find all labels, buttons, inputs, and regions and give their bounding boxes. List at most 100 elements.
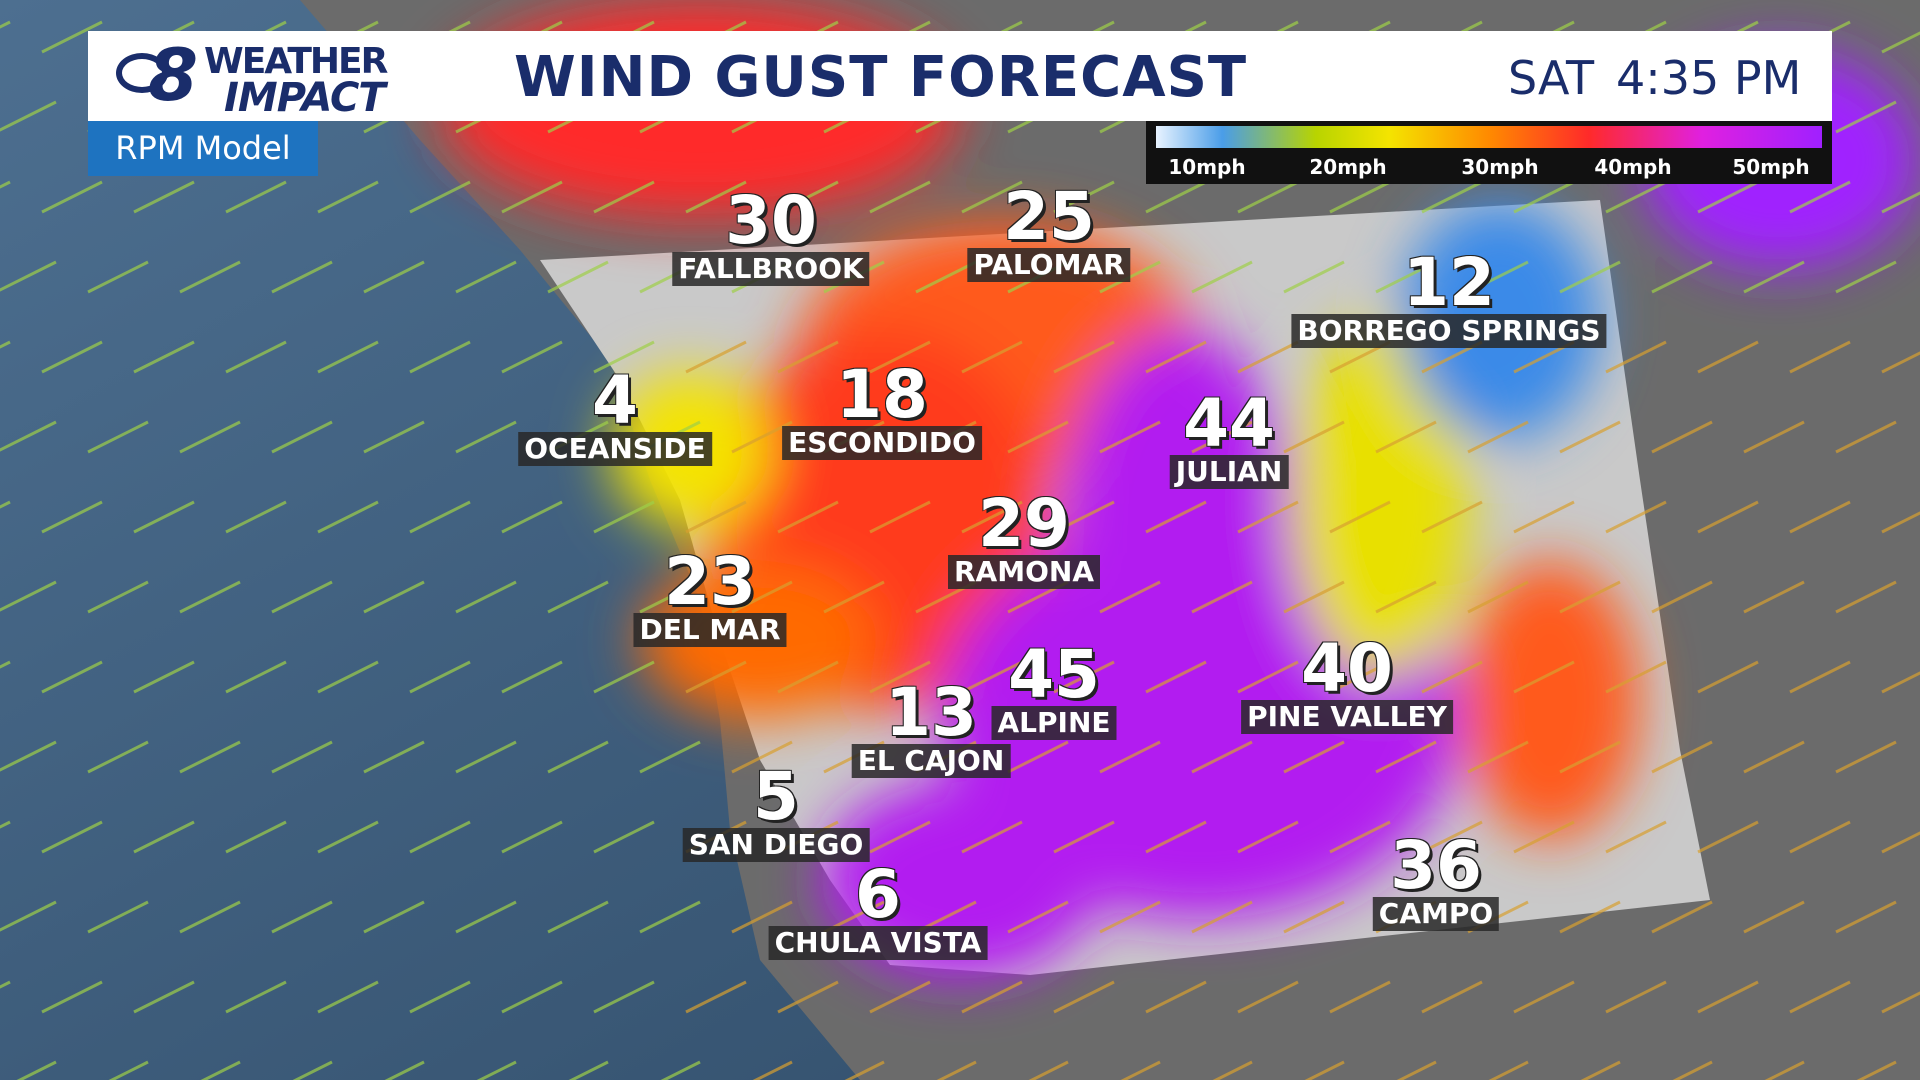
wind-arrow [363,260,425,294]
wind-arrow [1513,660,1575,694]
header-bar: 8 WEATHER IMPACT WIND GUST FORECAST SAT … [88,31,1832,121]
logo-channel: 8 [148,33,199,117]
legend-label: 30mph [1461,155,1539,179]
wind-arrow [869,660,931,694]
wind-arrow [777,660,839,694]
wind-arrow [1191,580,1253,614]
wind-arrow [1605,980,1667,1014]
wind-arrow [501,660,563,694]
wind-arrow [41,980,103,1014]
wind-arrow [317,660,379,694]
wind-arrow [409,180,471,214]
wind-arrow [1559,900,1621,934]
wind-arrow [1835,580,1897,614]
wind-arrow [1467,260,1529,294]
gust-value: 4 [592,362,638,439]
wind-arrow [685,660,747,694]
wind-arrow [1191,740,1253,774]
city-marker: 4 OCEANSIDE [518,362,712,466]
legend-label: 10mph [1168,155,1246,179]
wind-arrow [1513,980,1575,1014]
wind-arrow [1028,1060,1069,1080]
wind-arrow [0,100,57,132]
wind-arrow [1467,740,1529,774]
wind-arrow [1835,420,1897,454]
wind-arrow [271,580,333,614]
wind-arrow [87,420,149,454]
wind-arrow [1513,180,1575,214]
city-marker: 36 CAMPO [1372,833,1500,931]
wind-arrow [1237,980,1299,1014]
wind-arrow [1283,900,1345,934]
gust-value: 6 [855,856,901,933]
wind-arrow [1421,500,1483,534]
wind-arrow [1881,991,1920,1014]
wind-arrow [1007,740,1069,774]
city-marker: 18 ESCONDIDO [782,362,982,460]
wind-arrow [1743,420,1805,454]
wind-arrow [409,340,471,374]
wind-arrow [1421,660,1483,694]
wind-arrow [936,1060,977,1080]
wind-arrow [409,980,471,1014]
wind-arrow [568,1060,609,1080]
gust-value: 45 [1008,636,1100,713]
wind-arrow [271,420,333,454]
city-name: PINE VALLEY [1241,700,1453,734]
wind-arrow [1881,671,1920,694]
wind-arrow [501,500,563,534]
city-marker: 40 PINE VALLEY [1241,630,1453,734]
gust-value: 40 [1301,630,1393,707]
wind-arrow [41,20,103,54]
wind-arrow [1467,580,1529,614]
wind-arrow [455,900,517,934]
wind-arrow [1145,340,1207,374]
model-tag: RPM Model [88,121,318,176]
wind-arrow [317,820,379,854]
wind-arrow [1743,260,1805,294]
wind-arrow [685,500,747,534]
wind-arrow [317,980,379,1014]
wind-arrow [1099,740,1161,774]
gust-value: 44 [1183,385,1275,462]
wind-arrow [1145,180,1207,214]
time: 4:35 PM [1616,51,1802,105]
wind-arrow [455,580,517,614]
city-marker: 30 FALLBROOK [672,188,870,286]
wind-arrow [1329,500,1391,534]
logo-line1: WEATHER [204,41,388,82]
wind-arrow [455,420,517,454]
wind-arrow [1283,420,1345,454]
wind-arrow [1329,660,1391,694]
wind-arrow [476,1060,517,1080]
wind-arrow [685,980,747,1014]
wind-arrow [823,580,885,614]
logo: 8 WEATHER IMPACT [116,33,436,121]
wind-arrow [363,580,425,614]
wind-arrow [225,340,287,374]
wind-arrow [1237,500,1299,534]
wind-arrow [1789,820,1851,854]
city-marker: 12 BORREGO SPRINGS [1291,250,1607,348]
wind-arrow [87,260,149,294]
wind-arrow [179,580,241,614]
wind-arrow [1856,1060,1897,1080]
wind-arrow [593,980,655,1014]
wind-arrow [108,1060,149,1080]
wind-arrow [1672,1060,1713,1080]
wind-arrow [1053,980,1115,1014]
wind-arrow [593,660,655,694]
wind-arrow [133,180,195,214]
wind-arrow [1743,580,1805,614]
wind-arrow [41,660,103,694]
legend: 10mph 20mph 30mph 40mph 50mph [1146,121,1832,184]
wind-arrow [501,980,563,1014]
wind-arrow [1513,820,1575,854]
wind-arrow [961,660,1023,694]
wind-arrow [869,500,931,534]
wind-arrow [1881,511,1920,534]
wind-arrow [363,740,425,774]
gust-value: 5 [753,758,799,835]
wind-arrow [1375,420,1437,454]
